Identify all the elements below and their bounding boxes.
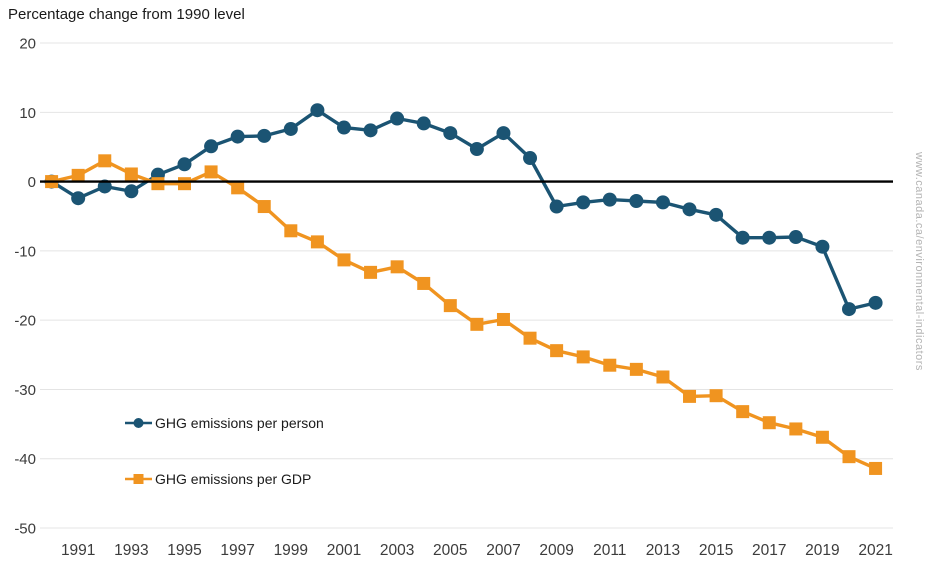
ghg-emissions-per-person-point-2010: [576, 195, 591, 210]
ghg-emissions-per-person-point-1997: [230, 129, 245, 144]
ghg-emissions-per-gdp-point-2019: [815, 430, 829, 444]
ghg-emissions-per-person-point-2012: [629, 194, 644, 209]
ghg-emissions-per-gdp-point-2009: [550, 344, 564, 358]
x-tick-label-2021: 2021: [858, 542, 892, 559]
ghg-emissions-per-gdp-point-2020: [842, 450, 856, 464]
ghg-emissions-per-gdp-point-2015: [709, 389, 723, 403]
x-tick-label-1997: 1997: [220, 542, 254, 559]
ghg-emissions-per-person-point-2013: [655, 195, 670, 210]
ghg-emissions-per-person-point-2006: [469, 142, 484, 157]
ghg-emissions-per-person-point-2004: [416, 116, 431, 131]
y-tick-label-10: 10: [19, 105, 36, 122]
ghg-emissions-per-gdp-point-2014: [683, 389, 697, 403]
ghg-emissions-per-person-point-2016: [735, 230, 750, 245]
ghg-emissions-per-gdp-point-2000: [310, 235, 324, 249]
ghg-emissions-per-person-point-2020: [842, 302, 856, 317]
ghg-emissions-per-gdp-point-2012: [629, 362, 643, 376]
ghg-emissions-per-gdp-point-1992: [98, 154, 112, 168]
ghg-emissions-per-person-point-1995: [177, 157, 192, 172]
ghg-emissions-per-person-point-2015: [709, 207, 724, 222]
y-tick-label--50: -50: [14, 521, 36, 538]
ghg-emissions-per-gdp-point-2007: [496, 312, 510, 326]
x-tick-label-2007: 2007: [486, 542, 520, 559]
ghg-emissions-per-person-point-2011: [602, 192, 617, 207]
ghg-emissions-per-gdp-point-2013: [656, 370, 670, 384]
ghg-emissions-per-gdp-point-2005: [443, 299, 457, 313]
y-tick-label-20: 20: [19, 36, 36, 53]
ghg-emissions-per-gdp-point-2003: [390, 260, 404, 274]
ghg-emissions-per-gdp-point-2001: [337, 253, 351, 267]
ghg-emissions-per-person-point-2014: [682, 202, 697, 217]
ghg-emissions-per-gdp-point-1997: [231, 181, 245, 195]
ghg-emissions-per-person-point-1993: [124, 184, 139, 199]
x-tick-label-2009: 2009: [539, 542, 573, 559]
ghg-emissions-per-gdp-point-2006: [470, 317, 484, 331]
x-tick-label-2001: 2001: [327, 542, 361, 559]
ghg-emissions-per-gdp-point-1999: [284, 224, 298, 238]
ghg-emissions-per-gdp-point-1993: [124, 167, 138, 181]
x-tick-label-2013: 2013: [646, 542, 680, 559]
ghg-emissions-per-gdp-point-2010: [576, 350, 590, 364]
ghg-emissions-per-person-point-2019: [815, 239, 830, 254]
ghg-emissions-per-gdp-point-2016: [736, 405, 750, 419]
legend-label-ghg-per-person: GHG emissions per person: [155, 415, 324, 431]
x-tick-label-2005: 2005: [433, 542, 467, 559]
ghg-emissions-per-person-point-1991: [71, 191, 86, 206]
line-square-marker-icon: [125, 474, 152, 484]
watermark: www.canada.ca/environmental-indicators: [913, 152, 925, 371]
ghg-emissions-per-person-point-1996: [204, 139, 219, 154]
legend-item-ghg-per-person: GHG emissions per person: [124, 414, 324, 432]
y-tick-label--40: -40: [14, 451, 36, 468]
ghg-emissions-per-gdp-point-2004: [417, 276, 431, 290]
ghg-emissions-per-person-point-2008: [523, 151, 538, 166]
ghg-emissions-per-gdp-point-1995: [178, 177, 191, 191]
legend-label-ghg-per-gdp: GHG emissions per GDP: [155, 471, 312, 487]
ghg-emissions-per-gdp-point-1994: [151, 177, 165, 191]
x-tick-label-1991: 1991: [61, 542, 95, 559]
ghg-emissions-per-gdp-point-1998: [257, 200, 271, 214]
ghg-emissions-per-gdp-point-1991: [71, 168, 85, 182]
x-tick-label-2015: 2015: [699, 542, 733, 559]
chart-title: Percentage change from 1990 level: [8, 6, 245, 23]
series-line-ghg-emissions-per-person: [50, 108, 876, 311]
ghg-emissions-per-gdp-point-2017: [762, 416, 776, 430]
ghg-emissions-per-gdp-point-2008: [523, 331, 537, 345]
ghg-emissions-per-person-point-1992: [97, 179, 112, 194]
ghg-emissions-per-gdp-point-2002: [364, 265, 378, 279]
ghg-emissions-per-gdp-point-2018: [789, 422, 803, 436]
ghg-emissions-per-person-point-2002: [363, 123, 378, 138]
ghg-emissions-per-person-point-2007: [496, 126, 511, 141]
legend-item-ghg-per-gdp: GHG emissions per GDP: [124, 470, 324, 488]
ghg-emissions-per-person-point-2018: [788, 230, 803, 245]
y-tick-label-0: 0: [28, 174, 36, 191]
y-tick-label--30: -30: [14, 382, 36, 399]
x-tick-label-1993: 1993: [114, 542, 148, 559]
line-circle-marker-icon: [125, 418, 152, 428]
ghg-emissions-per-person-point-2017: [762, 230, 777, 245]
ghg-emissions-per-person-point-2000: [310, 103, 325, 118]
ghg-emissions-per-gdp-point-1996: [204, 165, 218, 179]
ghg-emissions-per-person-point-2005: [443, 126, 458, 141]
y-tick-label--20: -20: [14, 313, 36, 330]
ghg-emissions-per-gdp-point-2021: [869, 461, 883, 475]
ghg-emissions-per-person-point-2001: [336, 120, 351, 135]
x-tick-label-1999: 1999: [274, 542, 308, 559]
x-tick-label-2017: 2017: [752, 542, 786, 559]
chart-legend: GHG emissions per person GHG emissions p…: [124, 414, 324, 488]
ghg-emissions-per-person-point-2021: [868, 295, 883, 310]
x-tick-label-2003: 2003: [380, 542, 414, 559]
ghg-emissions-per-person-point-2009: [549, 199, 564, 214]
x-tick-label-2011: 2011: [593, 542, 626, 559]
x-tick-label-1995: 1995: [167, 542, 201, 559]
y-tick-label--10: -10: [14, 243, 36, 260]
ghg-emissions-per-gdp-point-2011: [603, 358, 617, 372]
ghg-emissions-per-person-point-2003: [390, 111, 405, 126]
x-tick-label-2019: 2019: [805, 542, 839, 559]
ghg-emissions-per-person-point-1998: [257, 128, 272, 143]
ghg-emissions-per-person-point-1999: [283, 121, 298, 136]
